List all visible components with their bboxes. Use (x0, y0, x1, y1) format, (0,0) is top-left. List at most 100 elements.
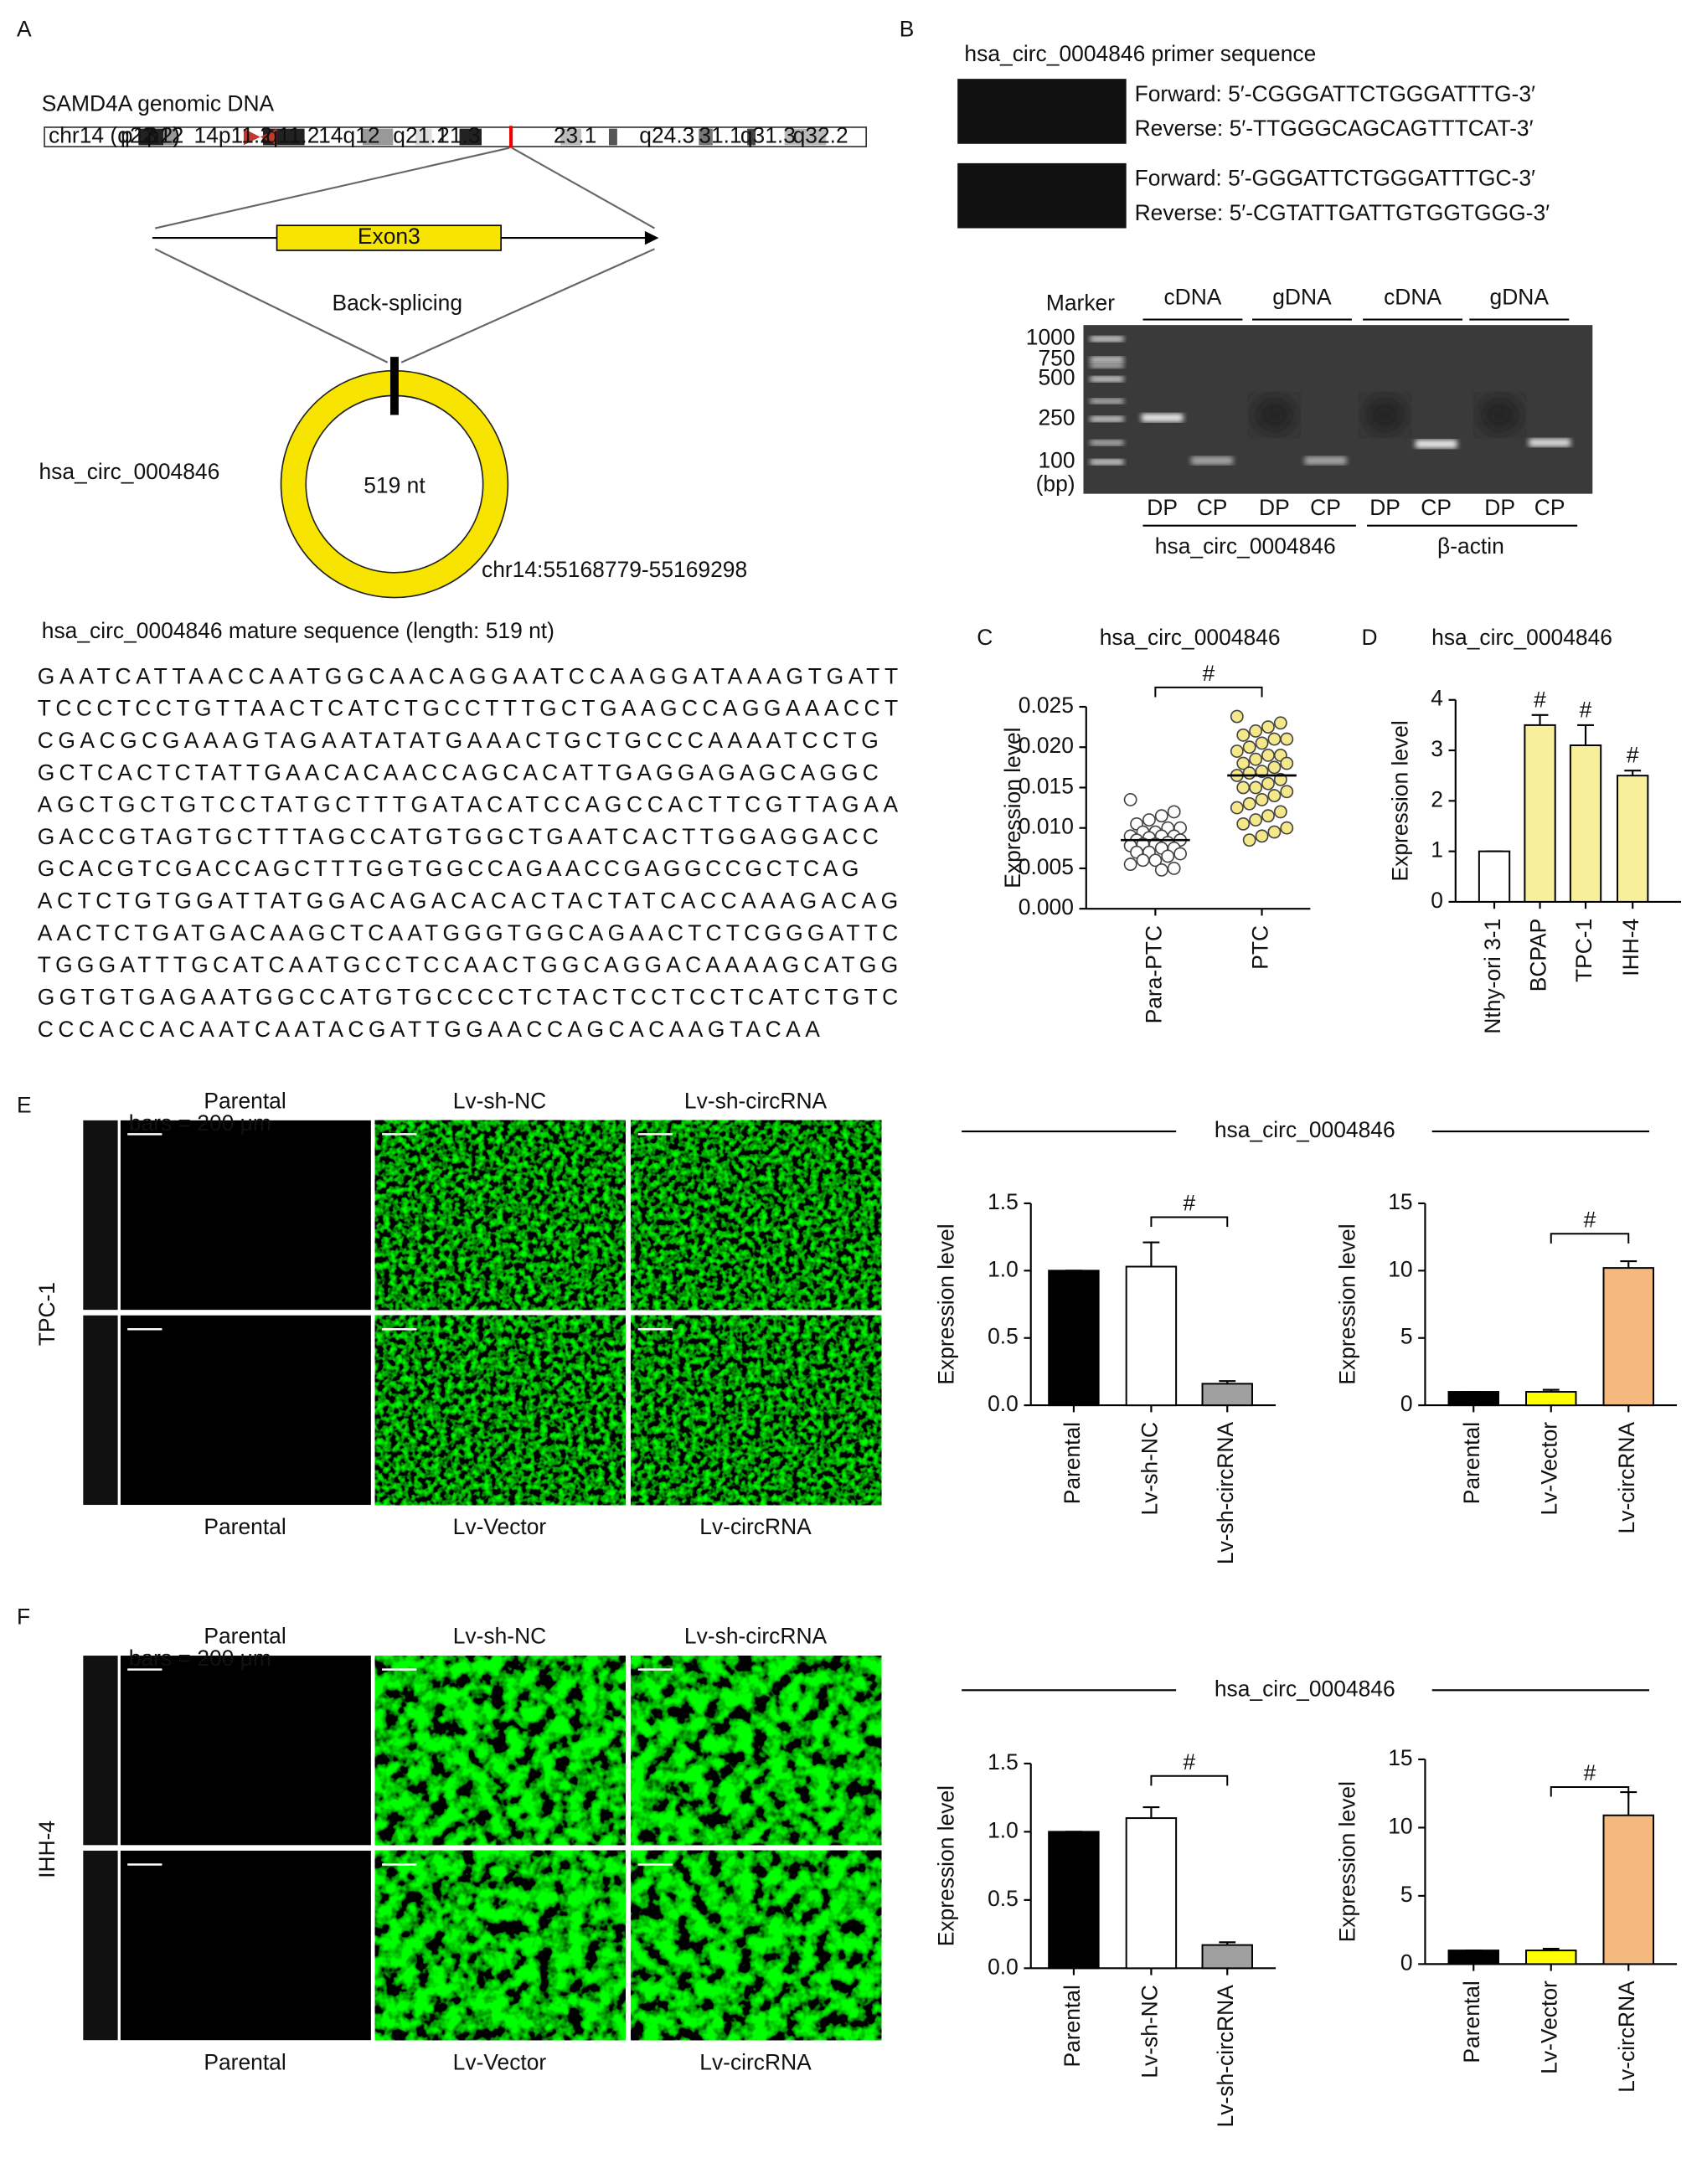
chart-title: hsa_circ_0004846 (1431, 625, 1612, 650)
data-point (1273, 716, 1287, 730)
junction (389, 357, 399, 415)
primer-reverse: Reverse: 5′-CGTATTGATTGTGGTGGG-3′ (1135, 200, 1550, 225)
bar (1569, 744, 1602, 903)
x-tick-label: BCPAP (1526, 919, 1551, 992)
column-label: Lv-sh-NC (453, 1088, 547, 1113)
bar (1048, 1831, 1100, 1970)
ladder-band (1090, 336, 1124, 342)
data-point (1267, 732, 1282, 746)
y-tick-label: 0.015 (1019, 773, 1074, 798)
significance-label: # (1203, 661, 1215, 686)
primer-name: Convergent (985, 166, 1100, 191)
sequence-line: GCACGTCGACCAGCTTTGGTGGCCAGAACCGAGGCCGCTC… (38, 856, 859, 881)
sequence-line: GCTCACTCTATTGAACACAACCAGCACATTGAGGAGAGCA… (38, 760, 879, 785)
lane-label: CP (1310, 495, 1341, 520)
gel-group: gDNA (1490, 285, 1550, 310)
panel-label: A (17, 16, 32, 41)
data-point (1167, 805, 1181, 819)
row-label: GFP-green (85, 1890, 111, 2000)
cell-line: TPC-1 (34, 1282, 59, 1346)
y-axis-label: Expression level (1335, 1781, 1360, 1942)
primer-name: Divergent (994, 81, 1090, 106)
significance-bracket (1154, 686, 1263, 698)
significance-label: # (1584, 1207, 1596, 1232)
band-label: chr14 (q22.2) (49, 123, 180, 148)
data-point (1280, 732, 1294, 746)
micrograph (631, 1315, 882, 1506)
significance-bracket (1550, 1233, 1630, 1244)
primer-reverse: Reverse: 5′-TTGGGCAGCAGTTTCAT-3′ (1135, 116, 1534, 141)
y-tick-label: 0.0 (988, 1391, 1019, 1416)
sequence-line: CCCACCACAATCAATACGATTGGAACCAGCACAAGTACAA (38, 1017, 820, 1042)
bar (1447, 1950, 1499, 1965)
band-label: 31.1 (699, 123, 741, 148)
sequence-line: TGGGATTTGCATCAATGCCTCCAACTGGCAGGACAAAAGC… (38, 952, 898, 977)
lane-label: DP (1484, 495, 1515, 520)
band-label: q31.3 (740, 123, 796, 148)
micrograph (631, 1120, 882, 1311)
chart-title: hsa_circ_0004846 (1100, 625, 1281, 650)
y-tick-label: 4 (1431, 686, 1443, 711)
y-tick-label: 10 (1388, 1813, 1412, 1838)
band-label: 14q12 (318, 123, 379, 148)
data-point (1267, 789, 1282, 803)
x-tick-label: Lv-sh-circRNA (1213, 1985, 1238, 2128)
x-tick-label: Parental (1060, 1985, 1085, 2067)
band-label: 23.1 (554, 123, 596, 148)
y-tick-label: 1.5 (988, 1189, 1019, 1214)
data-point (1230, 709, 1244, 724)
data-point (1249, 752, 1263, 766)
column-label: Lv-sh-circRNA (684, 1624, 828, 1649)
bar (1447, 1391, 1499, 1407)
micrograph (120, 1850, 371, 2041)
y-axis-label: Expression level (934, 1785, 959, 1946)
data-point (1255, 793, 1269, 806)
data-point (1167, 861, 1181, 875)
x-tick-label: Lv-sh-NC (1137, 1422, 1162, 1516)
primer-title: hsa_circ_0004846 primer sequence (964, 41, 1316, 66)
primer-box (957, 162, 1127, 229)
data-point (1255, 736, 1269, 750)
gel-band (1141, 413, 1184, 422)
lane-label: CP (1197, 495, 1228, 520)
bar (1125, 1265, 1178, 1407)
chromosome-band (608, 128, 617, 146)
band-label: 21.3 (437, 123, 480, 148)
y-tick-label: 1 (1431, 837, 1443, 863)
ladder-band (1090, 440, 1124, 446)
column-label: Lv-sh-NC (453, 1624, 547, 1649)
ladder-band (1090, 459, 1124, 465)
y-tick-label: 0 (1431, 888, 1443, 913)
bar (1201, 1944, 1253, 1970)
chromosome-band (362, 128, 394, 146)
sequence-title: hsa_circ_0004846 mature sequence (length… (42, 618, 554, 643)
column-label: Lv-Vector (453, 2049, 547, 2074)
data-point (1154, 809, 1168, 823)
arrow-head (644, 230, 659, 245)
y-tick-label: 0 (1400, 1950, 1413, 1975)
ladder-band (1090, 357, 1124, 363)
data-point (1123, 793, 1137, 806)
data-point (1249, 724, 1263, 738)
chromosome-band (699, 128, 713, 146)
band-label: q21.1 (393, 123, 448, 148)
exon-box (276, 224, 502, 251)
row-label: GFP-green (85, 1355, 111, 1465)
y-axis-label: Expression level (1335, 1223, 1360, 1384)
sequence-line: AACTCTGATGACAAGCTCAATGGGTGGCAGAACTCTCGGG… (38, 920, 898, 945)
gel-smudge (1478, 395, 1523, 435)
micrograph (120, 1120, 371, 1311)
data-point (1154, 863, 1168, 877)
data-point (1267, 760, 1282, 775)
data-point (1230, 744, 1244, 758)
data-point (1261, 720, 1275, 734)
x-tick-label: PTC (1248, 925, 1273, 970)
data-point (1161, 849, 1175, 863)
gel-smudge (1363, 395, 1407, 435)
value-annotation: # (1627, 743, 1639, 768)
marker-label: Marker (1046, 290, 1115, 315)
row-label-box (83, 1850, 118, 2041)
ladder-label: 100 (1039, 448, 1075, 473)
gel-band (1529, 438, 1570, 447)
data-point (1255, 829, 1269, 843)
